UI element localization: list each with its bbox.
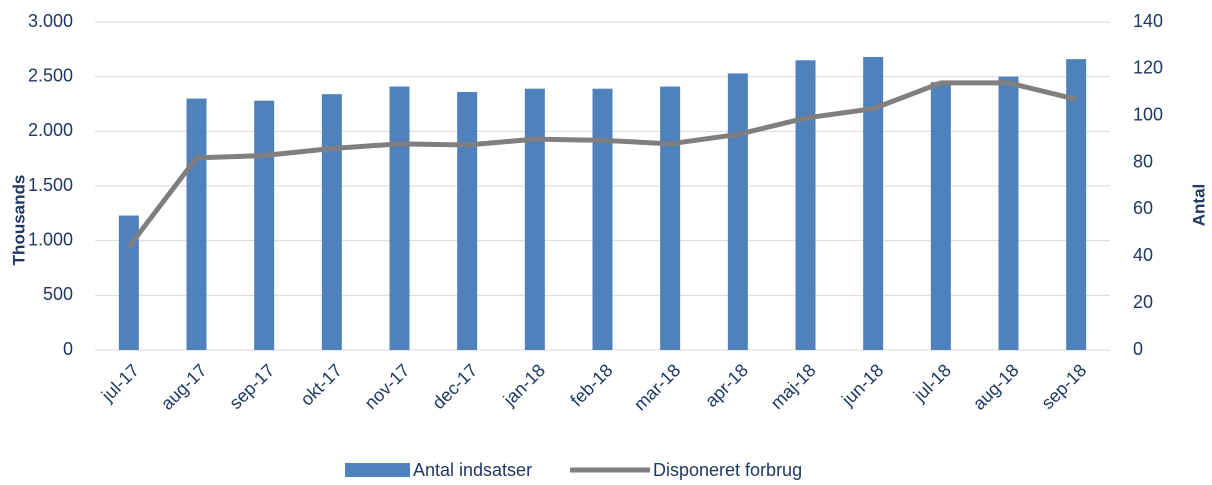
- x-tick-label: aug-18: [969, 360, 1023, 414]
- x-tick-label: aug-17: [157, 360, 211, 414]
- bar: [118, 215, 139, 350]
- y-tick-label: 3.000: [28, 11, 73, 31]
- x-tick-label: jul-17: [97, 360, 143, 406]
- y2-tick-label: 20: [1133, 292, 1153, 312]
- y2-tick-label: 40: [1133, 245, 1153, 265]
- x-tick-label: dec-17: [428, 360, 481, 413]
- y-tick-label: 0: [63, 339, 73, 359]
- x-tick-label: okt-17: [297, 360, 347, 410]
- y-axis-label: Thousands: [9, 175, 28, 266]
- bar: [727, 73, 748, 351]
- x-tick-label: jan-18: [499, 360, 549, 410]
- x-tick-label: nov-17: [361, 360, 414, 413]
- x-tick-label: sep-17: [225, 360, 278, 413]
- x-tick-label: feb-18: [566, 360, 616, 410]
- y2-tick-label: 80: [1133, 151, 1153, 171]
- y-tick-label: 2.500: [28, 65, 73, 85]
- y2-tick-label: 60: [1133, 198, 1153, 218]
- bar: [321, 94, 342, 350]
- bar: [1066, 59, 1087, 350]
- legend-swatch: [345, 463, 410, 477]
- bar: [863, 56, 884, 351]
- y2-tick-label: 0: [1133, 339, 1143, 359]
- x-tick-label: jun-18: [837, 360, 887, 410]
- legend-label: Antal indsatser: [413, 460, 532, 480]
- y-tick-label: 500: [43, 284, 73, 304]
- bar: [186, 98, 207, 351]
- x-tick-label: mar-18: [630, 360, 684, 414]
- y-tick-label: 2.000: [28, 120, 73, 140]
- bar: [524, 88, 545, 351]
- y2-tick-label: 140: [1133, 11, 1163, 31]
- bar: [795, 60, 816, 351]
- y-tick-label: 1.500: [28, 175, 73, 195]
- legend-label: Disponeret forbrug: [653, 460, 802, 480]
- x-tick-label: sep-18: [1037, 360, 1090, 413]
- y2-tick-label: 100: [1133, 104, 1163, 124]
- y2-axis-label: Antal: [1189, 184, 1208, 227]
- bar: [930, 82, 951, 350]
- y-tick-label: 1.000: [28, 229, 73, 249]
- x-tick-label: maj-18: [767, 360, 820, 413]
- bar: [660, 86, 681, 351]
- line: [126, 80, 1077, 249]
- bar: [998, 76, 1019, 351]
- x-tick-label: jul-18: [909, 360, 955, 406]
- bar: [592, 88, 613, 351]
- bar: [457, 91, 478, 351]
- x-tick-label: apr-18: [701, 360, 752, 411]
- bar: [389, 86, 410, 351]
- bar: [254, 100, 275, 350]
- y2-tick-label: 120: [1133, 58, 1163, 78]
